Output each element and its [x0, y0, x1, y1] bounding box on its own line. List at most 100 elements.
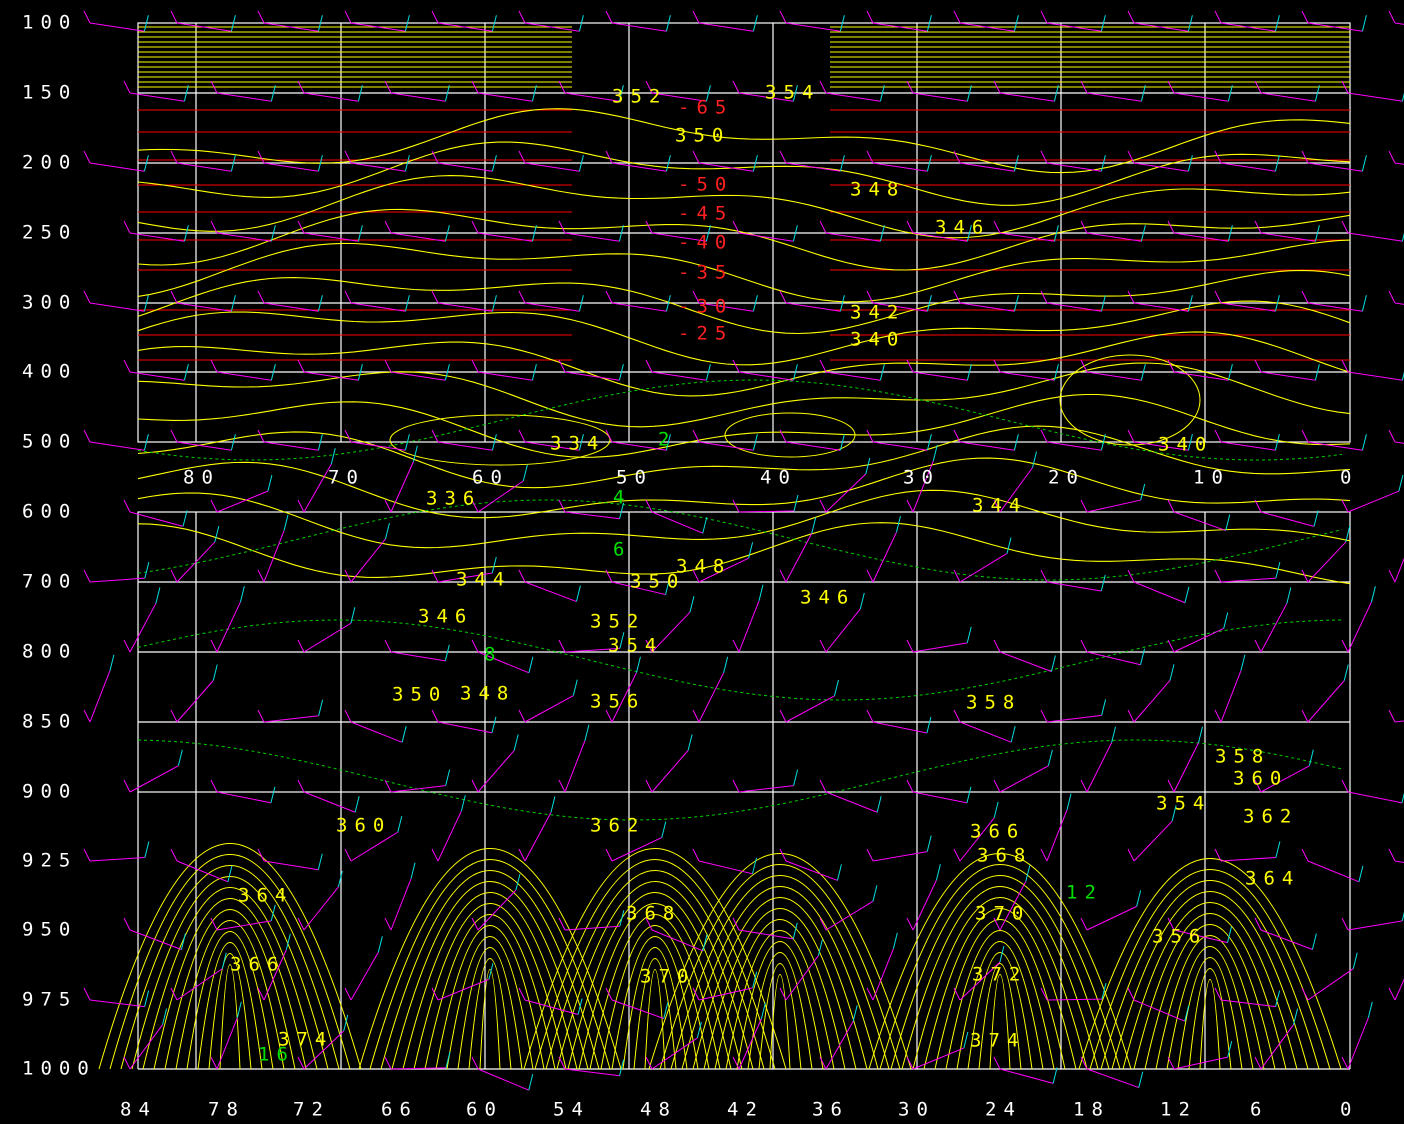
- wind-barb: [611, 837, 662, 862]
- theta-label: 374: [970, 1030, 1025, 1052]
- wind-barb: [257, 848, 265, 862]
- wind-barb: [912, 1047, 965, 1070]
- wind-barb: [1111, 726, 1117, 743]
- wind-barb: [303, 791, 356, 813]
- wind-barb: [257, 10, 265, 24]
- wind-barb: [785, 441, 841, 451]
- wind-barb: [1032, 451, 1037, 468]
- wind-barb: [350, 952, 379, 1001]
- wind-barb: [437, 978, 490, 1001]
- wind-barb: [906, 80, 914, 94]
- wind-barb: [836, 864, 842, 881]
- wind-barb: [518, 290, 526, 304]
- wind-barb: [1388, 290, 1396, 304]
- wind-barb: [1345, 525, 1351, 543]
- wind-barb: [999, 651, 1052, 672]
- wind-barb: [738, 371, 794, 381]
- wind-barb: [819, 220, 827, 234]
- wind-barb: [1341, 639, 1349, 653]
- wind-barb: [906, 779, 914, 793]
- wind-barb: [578, 434, 584, 451]
- wind-barb: [895, 516, 901, 533]
- wind-barb: [1227, 364, 1233, 381]
- wind-barb: [384, 779, 392, 793]
- x-tick-label-bottom: 6: [1250, 1099, 1268, 1121]
- wind-barb: [785, 302, 841, 312]
- x-tick-label-top: 20: [1048, 467, 1085, 489]
- wind-barb: [1167, 359, 1175, 373]
- x-tick-label-bottom: 42: [727, 1099, 764, 1121]
- wind-barb: [1274, 295, 1280, 312]
- theta-label: 372: [972, 964, 1027, 986]
- wind-barb: [344, 150, 352, 164]
- wind-barb: [491, 295, 497, 312]
- wind-barb: [1214, 848, 1222, 862]
- contour: [164, 909, 296, 1070]
- wind-barb: [350, 831, 399, 862]
- theta-label: 360: [336, 815, 391, 837]
- wind-barb: [350, 441, 406, 451]
- wind-barb: [1100, 574, 1106, 592]
- wind-barb: [1341, 779, 1349, 793]
- wind-barb: [966, 364, 972, 381]
- wind-barb: [833, 679, 839, 697]
- wind-barb: [357, 85, 363, 102]
- wind-barb: [1167, 639, 1175, 653]
- temperature-label: -40: [678, 232, 733, 254]
- wind-barb: [906, 359, 914, 373]
- wind-barb: [1046, 162, 1102, 172]
- wind-barb: [1214, 10, 1222, 24]
- wind-barb: [477, 92, 533, 102]
- wind-barb: [550, 796, 556, 813]
- wind-barb: [866, 569, 874, 583]
- wind-barb: [129, 371, 185, 381]
- wind-barb: [216, 232, 272, 242]
- contour: [1111, 891, 1309, 1070]
- contour: [131, 876, 329, 1070]
- wind-barb: [959, 817, 995, 862]
- wind-barb: [993, 917, 1001, 931]
- wind-barb: [1388, 429, 1396, 443]
- wind-barb: [1254, 917, 1262, 931]
- wind-barb: [645, 639, 653, 653]
- wind-barb: [779, 429, 787, 443]
- wind-barb: [605, 848, 613, 862]
- wind-barb: [431, 290, 439, 304]
- wind-barb: [723, 656, 729, 673]
- theta-label: 348: [850, 179, 905, 201]
- wind-barb: [879, 85, 885, 102]
- temperature-label: -50: [678, 174, 733, 196]
- contour: [769, 974, 791, 1070]
- contour: [736, 941, 824, 1070]
- contour: [578, 903, 732, 1070]
- x-tick-label-top: 60: [472, 467, 509, 489]
- wind-barb: [839, 15, 845, 32]
- wind-barb: [558, 1056, 566, 1070]
- wind-barb: [1025, 865, 1031, 882]
- wind-barb: [1010, 726, 1016, 743]
- x-tick-label-bottom: 54: [553, 1099, 590, 1121]
- wind-barb: [839, 434, 845, 451]
- theta-label: 370: [640, 966, 695, 988]
- x-tick-label-top: 70: [328, 467, 365, 489]
- wind-barb: [216, 601, 241, 653]
- contour: [989, 974, 1011, 1070]
- wind-barb: [1046, 441, 1102, 451]
- wind-barb: [687, 734, 693, 751]
- wind-barb: [572, 679, 578, 696]
- y-tick-label: 1000: [22, 1058, 96, 1080]
- wind-barb: [1227, 225, 1233, 242]
- wind-barb: [959, 162, 1015, 172]
- contour: [890, 875, 1110, 1070]
- theta-label: 362: [1243, 806, 1298, 828]
- wind-barb: [129, 603, 157, 653]
- contour: [137, 108, 1351, 174]
- wind-barb: [1254, 779, 1262, 793]
- wind-barb: [437, 441, 493, 451]
- wind-barb: [1274, 15, 1280, 32]
- wind-barb: [993, 639, 1001, 653]
- wind-barb: [993, 779, 1001, 793]
- contour: [556, 881, 754, 1070]
- x-tick-label-bottom: 0: [1340, 1099, 1358, 1121]
- wind-barb: [892, 932, 898, 950]
